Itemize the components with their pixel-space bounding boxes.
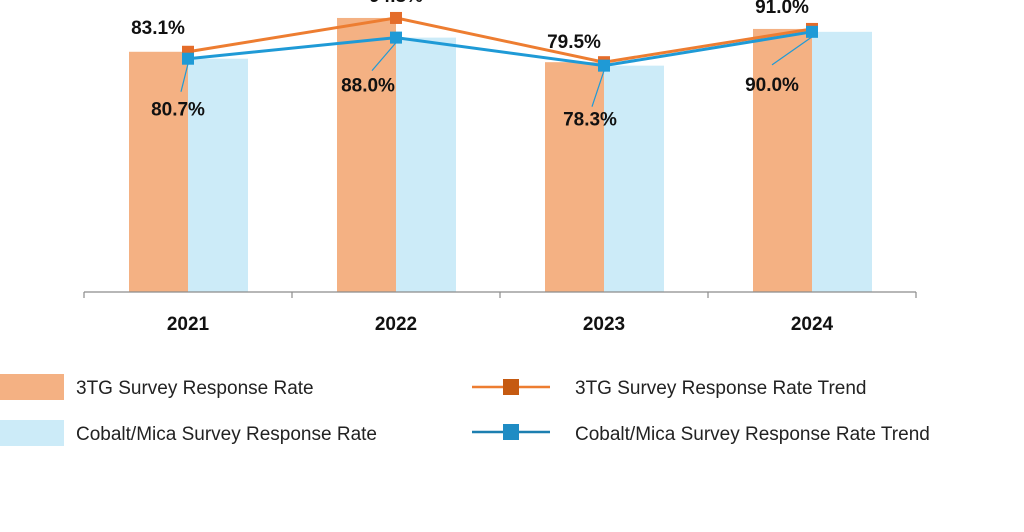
line-3tg [187, 16, 813, 64]
bar-cobalt-2024 [812, 31, 872, 292]
data-labels: 83.1% 80.7% 94.8% 88.0% 79.5% 78.3% 91.0% 90.0% [131, 0, 809, 131]
leader-line-2023 [591, 70, 605, 107]
leader-line-2024 [771, 36, 813, 66]
bar-cobalt-2023 [604, 65, 664, 292]
bar-3tg-2021 [129, 51, 188, 292]
legend: 3TG Survey Response Rate Cobalt/Mica Surv… [0, 374, 930, 446]
data-label-3tg-2022: 94.8% [369, 0, 423, 7]
marker-cobalt-2023 [598, 59, 610, 72]
bar-3tg-2024 [753, 28, 812, 293]
data-label-3tg-2023: 79.5% [547, 32, 601, 53]
x-tick-label-2024: 2024 [791, 314, 834, 335]
x-tick-label-2023: 2023 [583, 314, 625, 335]
marker-cobalt-2022 [390, 31, 402, 44]
line-cobalt [187, 30, 813, 68]
x-tick-label-2022: 2022 [375, 314, 417, 335]
marker-3tg-2022 [390, 11, 402, 24]
legend-swatch-3tg [0, 374, 64, 400]
label-leader-lines [180, 36, 813, 107]
leader-line-2021 [180, 63, 189, 92]
data-label-cobalt-2023: 78.3% [563, 110, 617, 131]
legend-marker-cobalt-trend [503, 424, 519, 440]
data-label-cobalt-2021: 80.7% [151, 100, 205, 121]
legend-swatch-cobalt [0, 420, 64, 446]
legend-label-cobalt-trend: Cobalt/Mica Survey Response Rate Trend [575, 424, 930, 445]
lines-layer [182, 11, 818, 72]
x-axis-labels: 2021 2022 2023 2024 [167, 314, 834, 335]
x-tick-label-2021: 2021 [167, 314, 210, 335]
bar-cobalt-2022 [396, 37, 456, 292]
legend-label-cobalt: Cobalt/Mica Survey Response Rate [76, 424, 377, 445]
data-label-3tg-2021: 83.1% [131, 18, 185, 39]
legend-label-3tg: 3TG Survey Response Rate [76, 378, 314, 399]
marker-cobalt-2024 [806, 25, 818, 38]
legend-marker-3tg-trend [503, 379, 519, 395]
bar-3tg-2022 [337, 17, 396, 293]
marker-cobalt-2021 [182, 52, 194, 65]
leader-line-2022 [371, 42, 397, 72]
legend-label-3tg-trend: 3TG Survey Response Rate Trend [575, 378, 866, 399]
bar-cobalt-2021 [188, 58, 248, 293]
x-axis-ticks [83, 292, 917, 298]
data-label-3tg-2024: 91.0% [755, 0, 809, 18]
bars-layer [129, 17, 872, 293]
data-label-cobalt-2022: 88.0% [341, 76, 395, 97]
data-label-cobalt-2024: 90.0% [745, 75, 799, 96]
